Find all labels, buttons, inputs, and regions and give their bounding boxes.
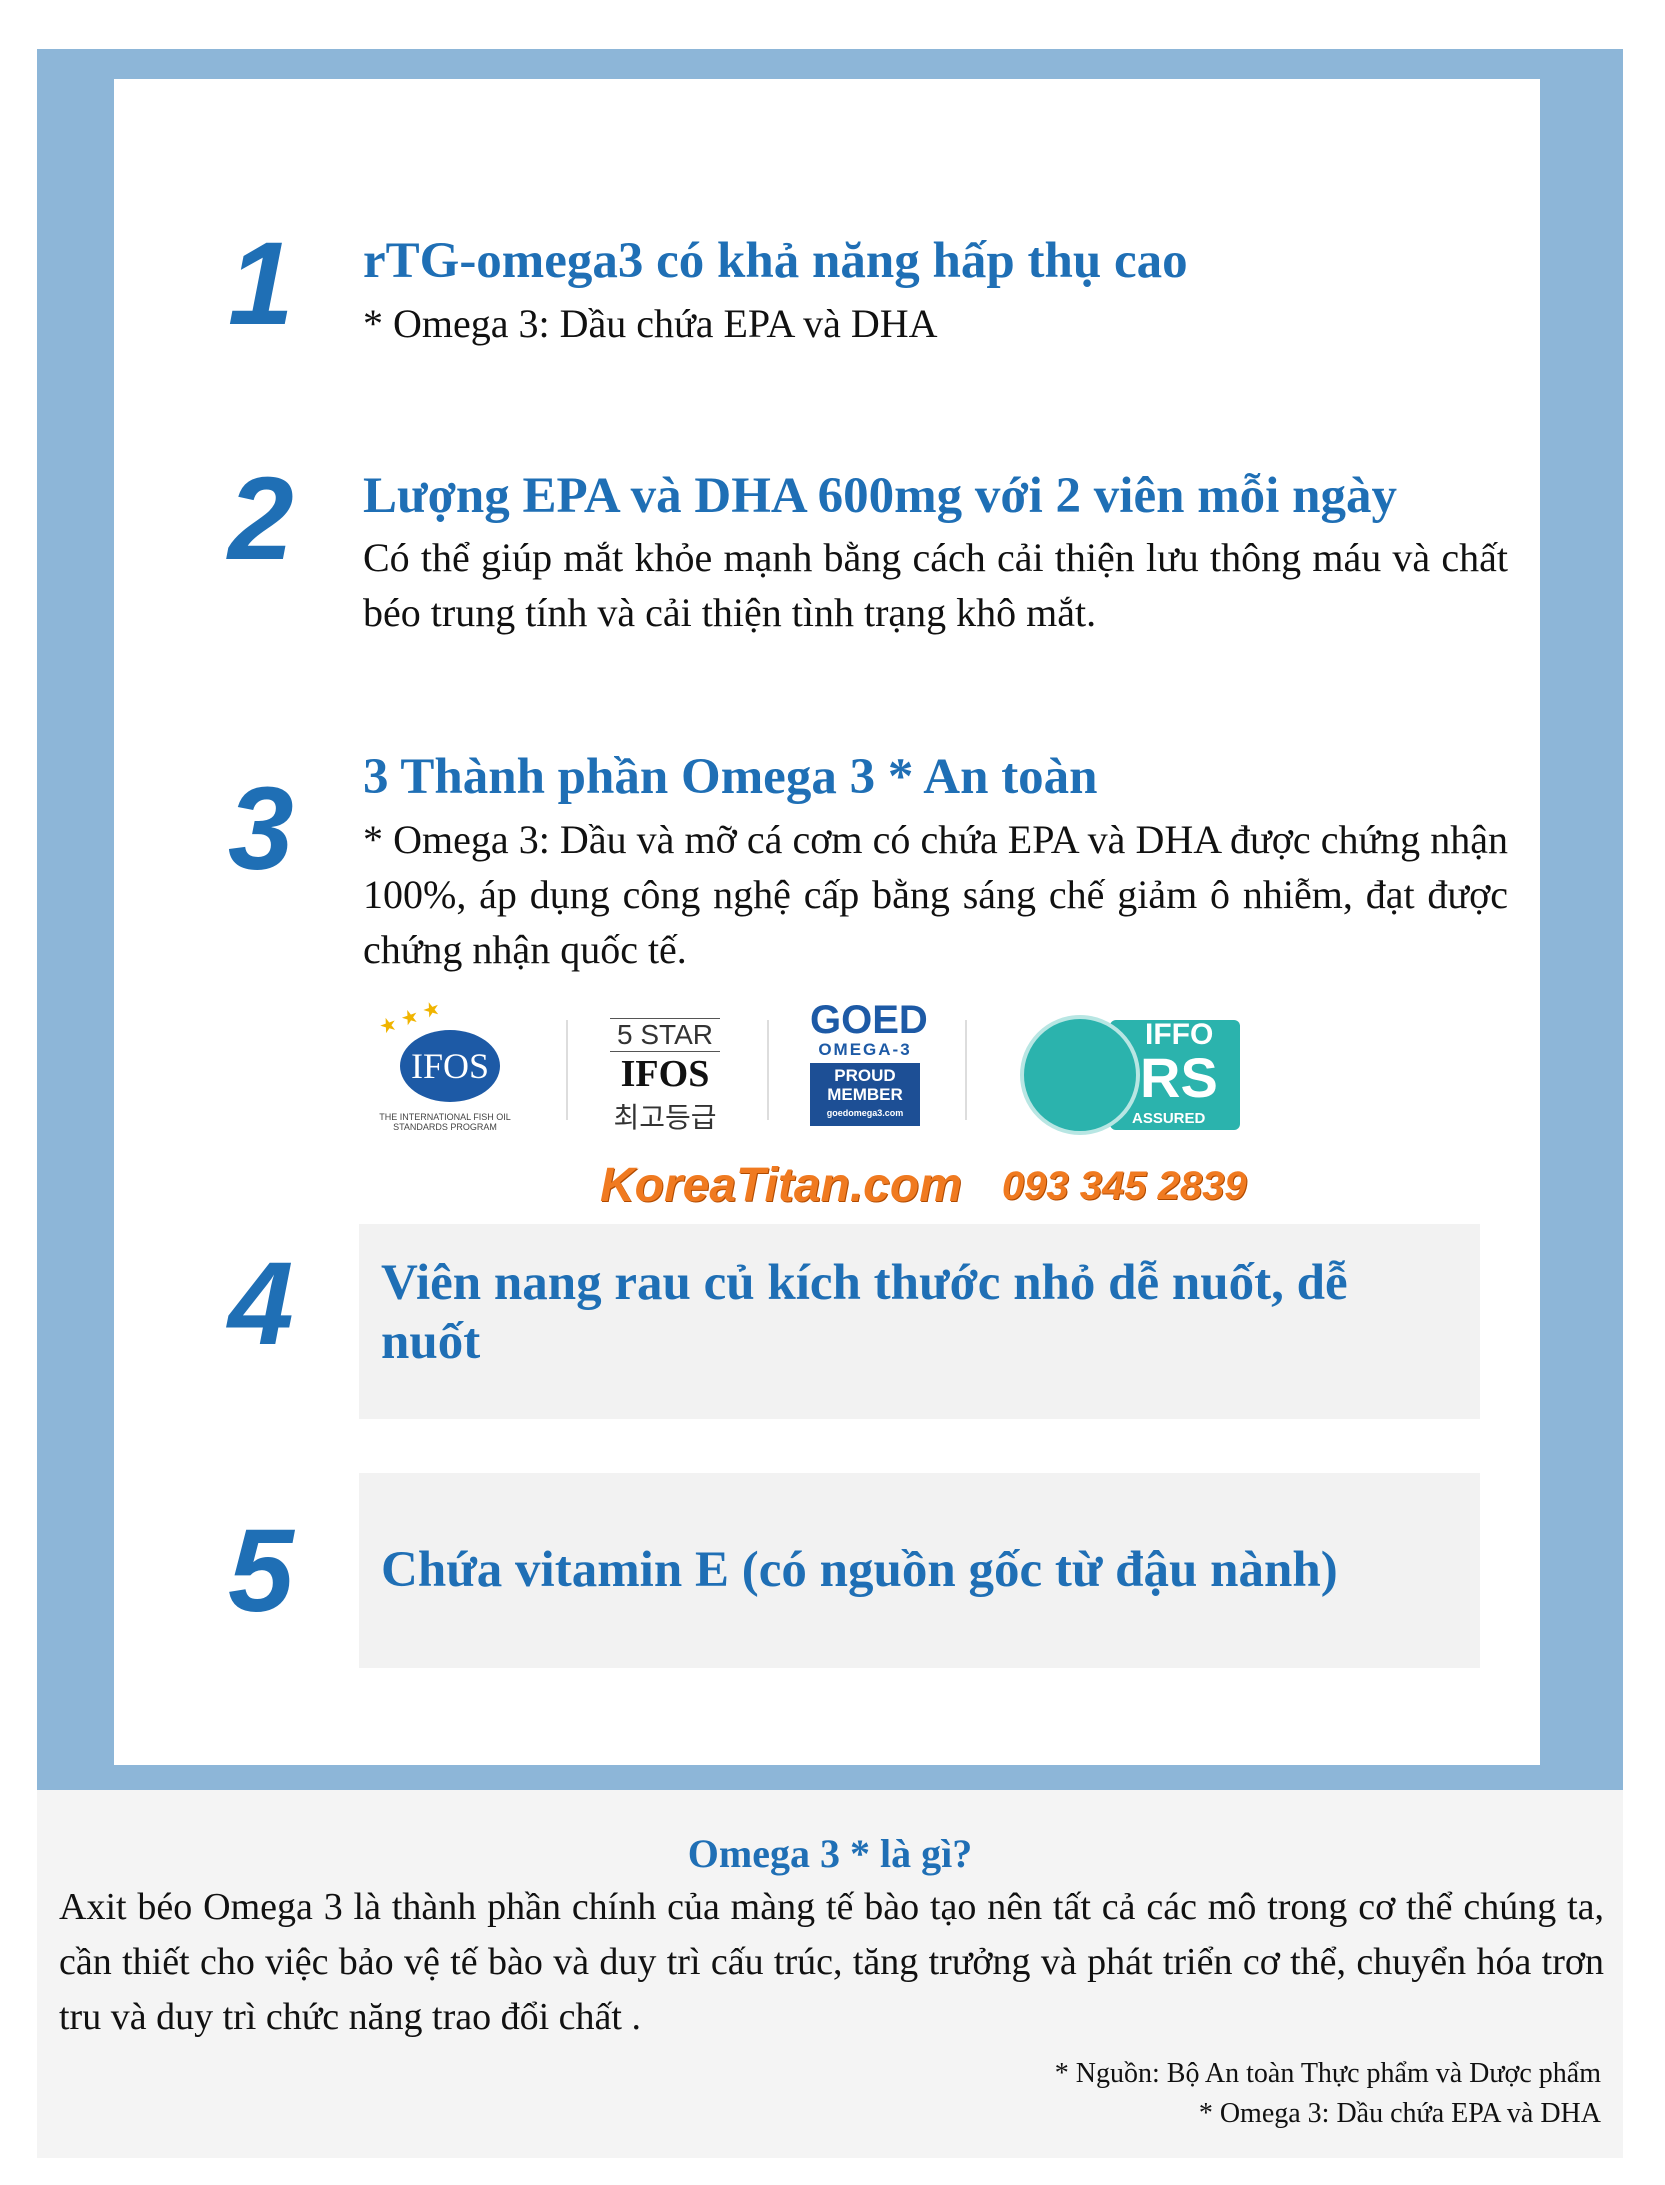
info-title: Omega 3 * là gì? xyxy=(687,1831,973,1876)
item-number-3: 3 xyxy=(228,763,294,895)
item-heading-4: Viên nang rau củ kích thước nhỏ dễ nuốt,… xyxy=(381,1255,1348,1370)
globe-icon xyxy=(1020,1015,1140,1135)
rs-text: RS xyxy=(1140,1046,1218,1109)
watermark-phone: 093 345 2839 xyxy=(1001,1164,1247,1208)
ifos-caption: THE INTERNATIONAL FISH OIL STANDARDS PRO… xyxy=(379,1112,511,1132)
item-body-3: * Omega 3: Dầu và mỡ cá cơm có chứa EPA … xyxy=(363,817,1508,972)
watermark: KoreaTitan.com 093 345 2839 xyxy=(600,1158,1247,1214)
logo-divider xyxy=(566,1020,568,1120)
info-source: * Nguồn: Bộ An toàn Thực phẩm và Dược ph… xyxy=(1054,2058,1601,2089)
goed-member-text: MEMBER xyxy=(827,1085,903,1104)
item-box-4: Viên nang rau củ kích thước nhỏ dễ nuốt,… xyxy=(359,1224,1480,1419)
watermark-site: KoreaTitan.com xyxy=(600,1159,962,1212)
item-body-2: Có thể giúp mắt khỏe mạnh bằng cách cải … xyxy=(363,535,1508,635)
logo-divider xyxy=(965,1020,967,1120)
certification-logos: IFOS ★ ★ ★ THE INTERNATIONAL FISH OIL ST… xyxy=(370,997,1250,1150)
info-note: * Omega 3: Dầu chứa EPA và DHA xyxy=(1198,2098,1601,2129)
item-heading-5: Chứa vitamin E (có nguồn gốc từ đậu nành… xyxy=(381,1542,1338,1598)
item-body-1: * Omega 3: Dầu chứa EPA và DHA xyxy=(363,301,938,346)
item-number-2: 2 xyxy=(228,453,294,585)
ifos-logo: IFOS ★ ★ ★ THE INTERNATIONAL FISH OIL ST… xyxy=(370,997,520,1140)
omega3-info-section: Omega 3 * là gì? Axit béo Omega 3 là thà… xyxy=(37,1790,1623,2158)
item-number-1: 1 xyxy=(228,218,294,350)
goed-banner: PROUD MEMBER goedomega3.com xyxy=(810,1063,920,1126)
goed-proud-text: PROUD xyxy=(834,1066,896,1085)
info-body: Axit béo Omega 3 là thành phần chính của… xyxy=(59,1886,1604,2038)
five-star-text: 5 STAR xyxy=(610,1018,720,1052)
item-box-5: Chứa vitamin E (có nguồn gốc từ đậu nành… xyxy=(359,1473,1480,1668)
item-heading-3: 3 Thành phần Omega 3 * An toàn xyxy=(363,749,1098,805)
ifos-text: IFOS xyxy=(620,1053,710,1095)
grade-text: 최고등급 xyxy=(613,1102,717,1133)
item-heading-2: Lượng EPA và DHA 600mg với 2 viên mỗi ng… xyxy=(363,468,1397,524)
assured-text: ASSURED xyxy=(1132,1110,1206,1127)
five-star-ifos-logo: 5 STAR IFOS 최고등급 xyxy=(610,1000,720,1140)
item-number-4: 4 xyxy=(228,1238,294,1370)
goed-omega-text: OMEGA-3 xyxy=(818,1040,912,1059)
item-number-5: 5 xyxy=(228,1505,294,1637)
iffo-rs-logo: IFFO RS ASSURED xyxy=(1020,1000,1245,1140)
goed-text: GOED xyxy=(810,998,928,1042)
ifos-logo-text: IFOS xyxy=(400,1030,500,1102)
goed-url-text: goedomega3.com xyxy=(826,1108,904,1118)
iffo-text: IFFO xyxy=(1145,1018,1214,1051)
goed-logo: GOED OMEGA-3 PROUD MEMBER goedomega3.com xyxy=(810,998,928,1140)
item-heading-1: rTG-omega3 có khả năng hấp thụ cao xyxy=(363,233,1188,289)
logo-divider xyxy=(767,1020,769,1120)
